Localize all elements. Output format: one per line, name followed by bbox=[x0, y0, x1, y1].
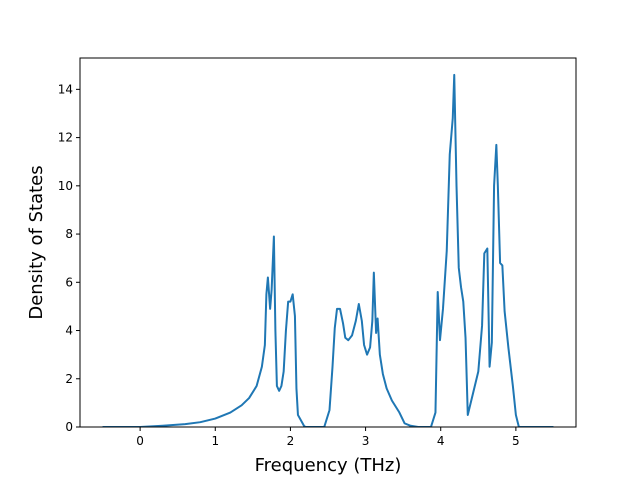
series-line-0 bbox=[102, 73, 554, 427]
x-axis-label: Frequency (THz) bbox=[255, 455, 402, 476]
y-axis-label: Density of States bbox=[26, 165, 47, 319]
y-tick-label: 0 bbox=[65, 420, 73, 434]
x-tick-label: 5 bbox=[512, 434, 520, 448]
x-tick-label: 0 bbox=[136, 434, 144, 448]
y-tick-label: 4 bbox=[65, 324, 73, 338]
y-tick-label: 6 bbox=[65, 275, 73, 289]
x-tick-label: 4 bbox=[437, 434, 445, 448]
y-tick-label: 10 bbox=[58, 179, 73, 193]
x-tick-label: 3 bbox=[362, 434, 370, 448]
axes-frame bbox=[79, 57, 577, 428]
y-tick-label: 2 bbox=[65, 372, 73, 386]
y-tick-label: 8 bbox=[65, 227, 73, 241]
y-tick-label: 14 bbox=[58, 82, 73, 96]
y-tick-label: 12 bbox=[58, 131, 73, 145]
x-tick-label: 2 bbox=[287, 434, 295, 448]
x-tick-label: 1 bbox=[211, 434, 219, 448]
plot-area bbox=[102, 73, 554, 427]
